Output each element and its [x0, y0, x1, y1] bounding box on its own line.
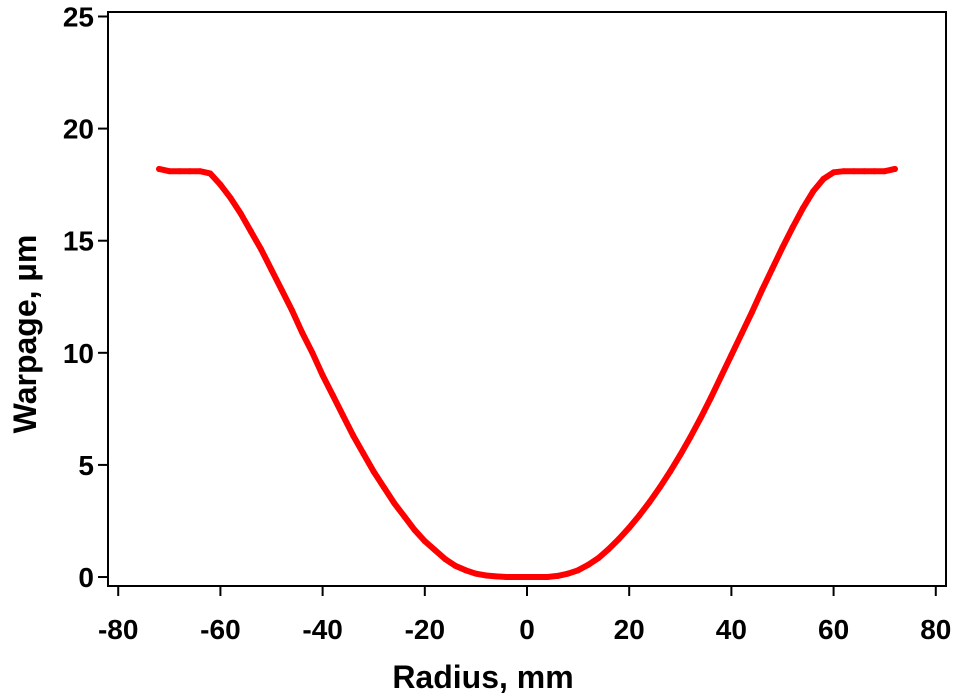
series-line — [156, 165, 898, 581]
data-point — [810, 188, 817, 195]
data-point — [544, 574, 551, 581]
data-point — [493, 573, 500, 580]
data-point — [278, 287, 285, 294]
y-tick-label: 20 — [63, 114, 94, 145]
x-tick-label: -80 — [98, 614, 138, 645]
data-point — [360, 450, 367, 457]
x-tick-label: 40 — [716, 614, 747, 645]
data-point — [830, 169, 837, 176]
data-point — [329, 392, 336, 399]
data-point — [759, 287, 766, 294]
data-point — [728, 352, 735, 359]
x-tick-label: 60 — [818, 614, 849, 645]
data-point — [789, 224, 796, 231]
y-tick-label: 5 — [78, 450, 94, 481]
x-tick-label: -20 — [405, 614, 445, 645]
data-point — [319, 372, 326, 379]
data-point — [636, 512, 643, 519]
data-point — [820, 176, 827, 183]
data-point — [707, 394, 714, 401]
x-tick-label: -40 — [302, 614, 342, 645]
data-point — [503, 574, 510, 581]
data-point — [748, 309, 755, 316]
data-point — [564, 570, 571, 577]
y-axis: 0 5 10 15 20 25 — [63, 1, 108, 593]
x-axis: -80 -60 -40 -20 0 20 40 60 80 — [98, 586, 951, 645]
x-tick-label: 80 — [920, 614, 951, 645]
x-tick-label: 20 — [614, 614, 645, 645]
data-point — [483, 572, 490, 579]
data-point — [176, 168, 183, 175]
data-point — [248, 228, 255, 235]
data-point — [207, 170, 214, 177]
x-tick-label: -60 — [200, 614, 240, 645]
series-layer — [156, 165, 898, 581]
x-tick-label: 0 — [519, 614, 535, 645]
data-point — [718, 373, 725, 380]
data-point — [391, 500, 398, 507]
data-point — [472, 570, 479, 577]
data-point — [258, 246, 265, 253]
y-tick-label: 15 — [63, 226, 94, 257]
y-tick-label: 0 — [78, 562, 94, 593]
data-point — [881, 168, 888, 175]
data-point — [769, 265, 776, 272]
data-point — [350, 432, 357, 439]
y-axis-title: Warpage, µm — [7, 235, 43, 434]
data-point — [227, 195, 234, 202]
data-point — [851, 168, 858, 175]
data-point — [595, 554, 602, 561]
data-point — [626, 524, 633, 531]
data-point — [534, 574, 541, 581]
data-point — [799, 205, 806, 212]
data-point — [309, 349, 316, 356]
data-point — [779, 244, 786, 251]
data-point — [871, 168, 878, 175]
data-point — [166, 168, 173, 175]
data-point — [380, 484, 387, 491]
data-point — [738, 330, 745, 337]
data-point — [156, 165, 163, 172]
data-point — [452, 562, 459, 569]
data-point — [554, 572, 561, 579]
data-point — [401, 513, 408, 520]
data-point — [575, 567, 582, 574]
data-point — [891, 165, 898, 172]
data-point — [687, 433, 694, 440]
data-point — [432, 547, 439, 554]
x-axis-title: Radius, mm — [392, 659, 573, 695]
data-point — [421, 538, 428, 545]
data-point — [524, 574, 530, 581]
data-point — [268, 266, 275, 273]
data-point — [196, 168, 203, 175]
y-tick-label: 25 — [63, 1, 94, 32]
data-point — [697, 414, 704, 421]
data-point — [677, 451, 684, 458]
data-point — [299, 329, 306, 336]
data-point — [237, 210, 244, 217]
data-point — [605, 546, 612, 553]
data-point — [186, 168, 193, 175]
plot-frame — [107, 11, 947, 587]
data-point — [411, 526, 418, 533]
data-point — [667, 468, 674, 475]
data-point — [656, 484, 663, 491]
data-point — [513, 574, 520, 581]
data-point — [585, 561, 592, 568]
data-point — [840, 168, 847, 175]
data-point — [217, 181, 224, 188]
data-point — [615, 535, 622, 542]
data-point — [861, 168, 868, 175]
data-point — [340, 412, 347, 419]
data-point — [442, 556, 449, 563]
data-point — [646, 498, 653, 505]
data-point — [462, 567, 469, 574]
data-point — [370, 468, 377, 475]
y-tick-label: 10 — [63, 338, 94, 369]
data-point — [288, 307, 295, 314]
